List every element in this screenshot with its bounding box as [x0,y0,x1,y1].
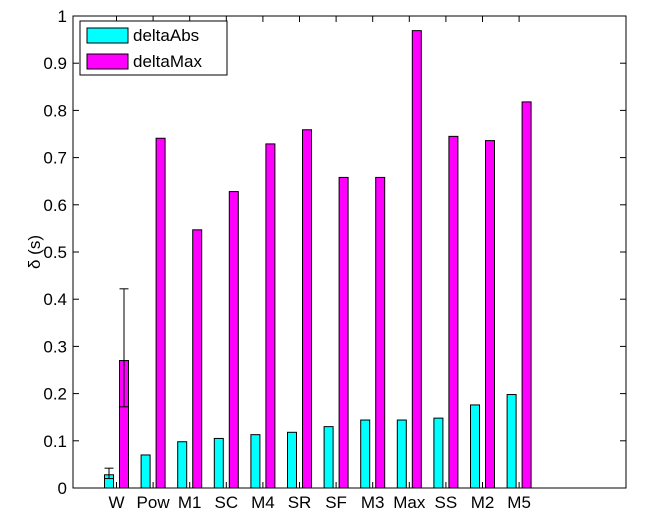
bar-deltaMax-Pow [155,137,166,489]
bar-deltaAbs-M5 [506,394,517,489]
y-tick-label: 0.9 [43,54,67,73]
bar-deltaAbs-SS [433,417,444,489]
bar-deltaAbs-M1 [177,441,188,489]
y-tick-label: 0.5 [43,243,67,262]
bar-deltaAbs-SR [287,431,297,489]
x-tick-label: Max [393,493,426,512]
bar-deltaAbs-M2 [470,404,480,489]
bar-deltaMax-Max [411,30,422,489]
x-tick-label: SS [435,493,458,512]
y-tick-label: 1 [58,7,67,26]
x-tick-label: M4 [251,493,275,512]
x-ticks-layer: W Pow M1 SC M4 SR SF M3 Max SS M2 M5 [108,16,531,512]
y-ticks-layer: 0 0.1 0.2 0.3 0.4 0.5 0.6 0.7 0.8 0.9 1 [43,7,626,498]
bar-deltaMax-SS [448,135,459,489]
bar-deltaMax-M2 [485,140,495,489]
x-tick-label: M1 [178,493,202,512]
error-bars-layer [104,288,129,480]
legend-label-deltaAbs: deltaAbs [133,26,199,45]
y-tick-label: 0.8 [43,101,67,120]
legend-swatch-deltaAbs [86,27,129,44]
bar-deltaAbs-M4 [250,434,261,489]
x-tick-label: W [108,493,124,512]
y-tick-label: 0.1 [43,432,67,451]
bar-deltaMax-M5 [521,101,532,489]
bar-deltaAbs-SF [323,426,334,489]
error-bar-deltaMax-W [119,288,129,408]
legend: deltaAbs deltaMax [79,20,228,76]
bar-deltaMax-M4 [265,143,276,489]
bar-deltaMax-SC [228,191,239,489]
bar-deltaMax-M3 [375,176,386,489]
x-tick-label: M5 [507,493,531,512]
x-tick-label: M3 [361,493,385,512]
x-tick-label: Pow [137,493,171,512]
bar-deltaMax-SR [302,129,312,489]
y-tick-label: 0.2 [43,385,67,404]
bar-deltaAbs-SC [213,437,224,489]
bar-deltaAbs-Max [396,419,407,489]
legend-label-deltaMax: deltaMax [133,52,202,71]
y-tick-label: 0.7 [43,149,67,168]
bar-deltaMax-SF [338,176,349,489]
error-bar-deltaAbs-W [104,467,114,480]
x-tick-label: M2 [471,493,495,512]
bars-layer [104,30,532,489]
bar-deltaMax-M1 [192,229,203,489]
y-tick-label: 0 [58,479,67,498]
x-tick-label: SR [288,493,312,512]
legend-swatch-deltaMax [86,53,129,70]
x-tick-label: SC [214,493,238,512]
bar-deltaAbs-Pow [140,454,151,489]
x-tick-label: SF [325,493,347,512]
y-tick-label: 0.4 [43,290,67,309]
y-tick-label: 0.3 [43,337,67,356]
bar-deltaAbs-M3 [360,419,371,489]
y-axis-label: δ (s) [25,235,44,269]
y-tick-label: 0.6 [43,196,67,215]
